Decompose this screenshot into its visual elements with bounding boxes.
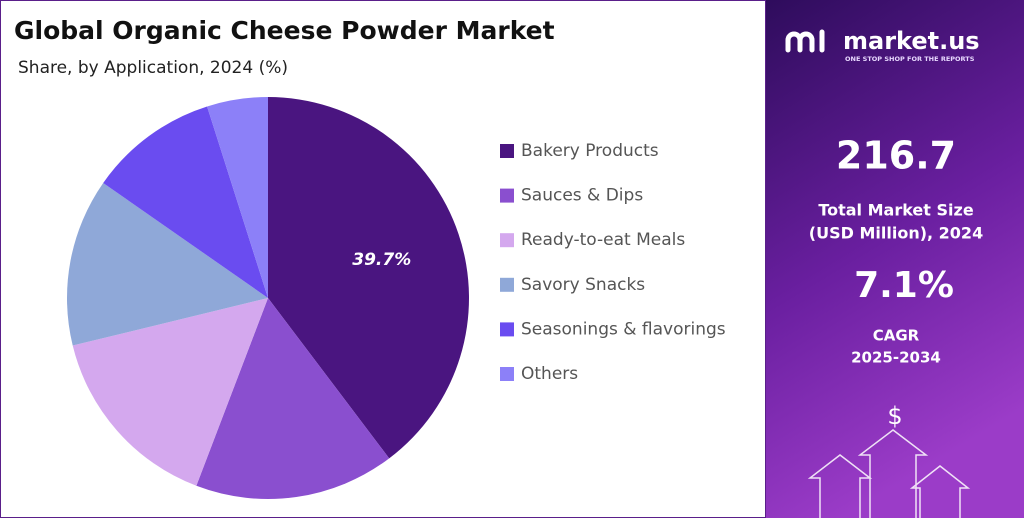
tagline: ONE STOP SHOP FOR THE REPORTS bbox=[845, 55, 975, 63]
legend: Bakery Products Sauces & Dips Ready-to-eat… bbox=[500, 141, 726, 384]
arrows-decoration bbox=[807, 429, 971, 518]
market-size-label: (USD Million), 2024 bbox=[809, 224, 983, 243]
legend-label: Seasonings & flavorings bbox=[521, 319, 726, 339]
legend-swatch bbox=[500, 367, 514, 381]
legend-label: Ready-to-eat Meals bbox=[521, 230, 685, 250]
pie-slice bbox=[67, 182, 269, 346]
brand: market.us bbox=[843, 27, 980, 55]
legend-swatch bbox=[500, 322, 514, 337]
pie-slice bbox=[207, 97, 268, 298]
legend-swatch bbox=[500, 144, 514, 158]
market-size: 216.7 bbox=[836, 134, 956, 178]
cagr: 7.1% bbox=[854, 265, 954, 306]
legend-label: Bakery Products bbox=[521, 141, 659, 161]
cagr-label: 2025-2034 bbox=[851, 349, 941, 367]
info-panel bbox=[766, 0, 1024, 518]
market-size-label: Total Market Size bbox=[818, 201, 973, 220]
pie-slice bbox=[72, 298, 268, 486]
legend-swatch bbox=[500, 233, 514, 248]
legend-label: Others bbox=[521, 364, 578, 384]
data-label: 39.7% bbox=[352, 250, 411, 270]
cagr-label: CAGR bbox=[873, 327, 920, 345]
legend-swatch bbox=[500, 277, 514, 292]
pie-slice bbox=[196, 298, 390, 499]
legend-swatch bbox=[500, 188, 514, 203]
dollar-icon: $ bbox=[887, 402, 902, 430]
chart-subtitle: Share, by Application, 2024 (%) bbox=[18, 58, 288, 78]
chart-title: Global Organic Cheese Powder Market bbox=[14, 16, 555, 45]
legend-label: Savory Snacks bbox=[521, 275, 645, 295]
pie-slice bbox=[268, 97, 469, 459]
legend-label: Sauces & Dips bbox=[521, 186, 643, 206]
pie-slice bbox=[103, 106, 268, 299]
logo-icon bbox=[785, 29, 825, 53]
pie: 39.7% bbox=[67, 97, 469, 499]
